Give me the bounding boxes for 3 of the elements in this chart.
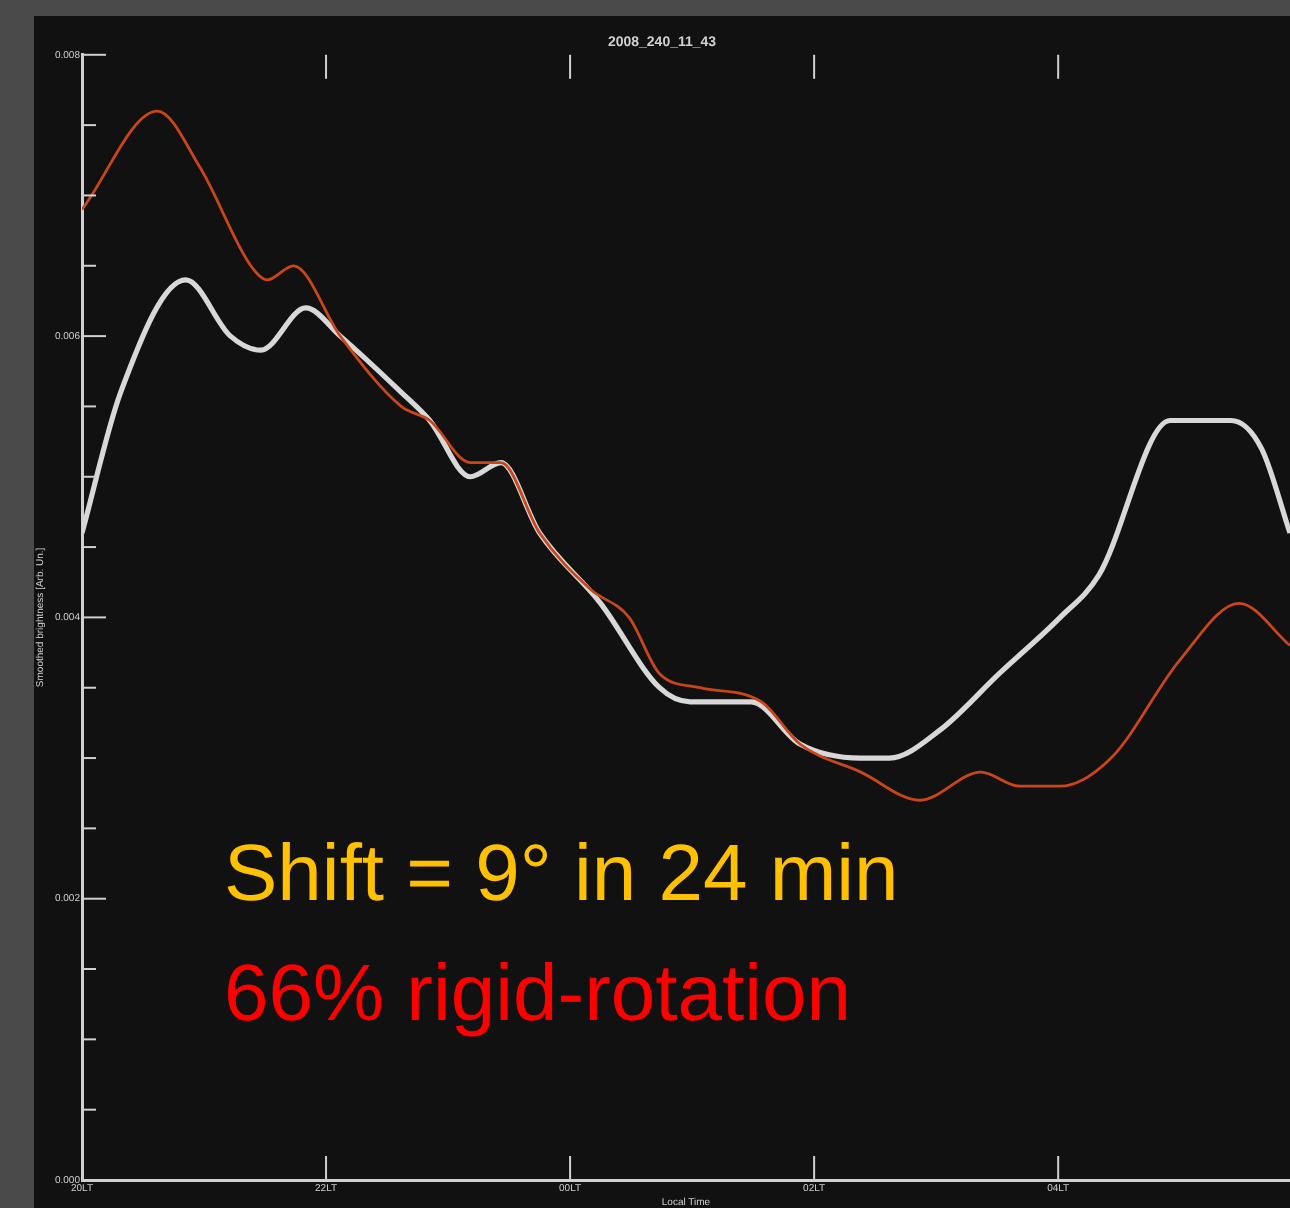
annotation: Shift = 9° in 24 min	[224, 830, 899, 920]
line-series	[82, 109, 1290, 802]
annotation: 66% rigid-rotation	[224, 950, 851, 1040]
